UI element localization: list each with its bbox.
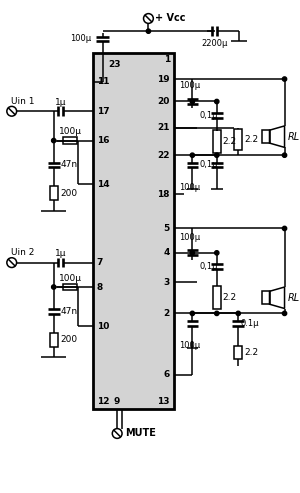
Bar [234,346,242,359]
Text: 7: 7 [97,258,103,267]
Text: 23: 23 [108,60,121,69]
Text: 10: 10 [97,321,109,331]
Text: 2.2: 2.2 [244,348,258,357]
Text: + Vcc: + Vcc [155,13,186,24]
Text: 47n: 47n [61,307,78,316]
Circle shape [236,311,240,316]
Text: 100μ: 100μ [70,34,92,42]
Text: 18: 18 [158,190,170,199]
Circle shape [214,251,219,255]
Bar [64,283,77,290]
Bar [262,291,269,304]
Circle shape [282,226,287,231]
Circle shape [190,100,194,104]
Text: 19: 19 [157,74,170,83]
Text: 9: 9 [114,397,120,406]
Text: 2: 2 [164,309,170,318]
Text: 1μ: 1μ [55,249,66,258]
Text: 0.1μ: 0.1μ [240,318,259,328]
Text: 8: 8 [97,282,103,291]
Circle shape [190,311,194,316]
Bar [64,137,77,144]
Text: 100μ: 100μ [179,341,200,350]
Text: 1: 1 [164,55,170,64]
Text: 47n: 47n [61,160,78,170]
Circle shape [190,153,194,157]
Text: 13: 13 [158,397,170,406]
Text: RL: RL [287,293,300,303]
Circle shape [214,153,219,157]
Text: 22: 22 [158,151,170,160]
Circle shape [190,251,194,255]
Text: 100μ: 100μ [59,274,82,282]
Text: 4: 4 [164,248,170,257]
Text: 21: 21 [158,123,170,132]
Bar [213,286,221,310]
Text: Uin 1: Uin 1 [11,97,34,106]
Text: 200: 200 [61,335,78,344]
Text: 100μ: 100μ [179,81,200,90]
Text: 3: 3 [164,278,170,286]
Text: 5: 5 [164,224,170,233]
Text: 20: 20 [158,97,170,106]
Circle shape [282,153,287,157]
Circle shape [52,139,56,142]
Text: MUTE: MUTE [125,428,156,438]
Text: 2.2: 2.2 [223,137,237,146]
Text: 11: 11 [97,77,109,86]
Bar [50,186,58,200]
Circle shape [146,29,151,34]
Text: 2200μ: 2200μ [202,39,228,48]
Text: 12: 12 [97,397,109,406]
Text: 100μ: 100μ [179,233,200,242]
Text: 2.2: 2.2 [223,293,237,302]
Text: RL: RL [287,132,300,141]
Text: 1μ: 1μ [55,98,66,107]
Text: 0,1μ: 0,1μ [199,262,218,271]
Bar [262,130,269,143]
Text: 100μ: 100μ [59,127,82,136]
Circle shape [282,77,287,81]
Circle shape [214,311,219,316]
Text: 17: 17 [97,107,109,116]
Circle shape [214,100,219,104]
Text: 2.2: 2.2 [244,135,258,144]
Bar [93,53,174,409]
Bar [50,333,58,347]
Circle shape [52,285,56,289]
Text: 6: 6 [164,370,170,380]
Text: 0,1μ: 0,1μ [199,110,218,120]
Text: 100μ: 100μ [179,182,200,192]
Text: 200: 200 [61,189,78,198]
Text: Uin 2: Uin 2 [11,248,34,257]
Text: 14: 14 [97,180,109,189]
Circle shape [282,311,287,316]
Text: 16: 16 [97,136,109,145]
Text: 0,1μ: 0,1μ [199,160,218,170]
Bar [234,129,242,150]
Bar [213,130,221,153]
